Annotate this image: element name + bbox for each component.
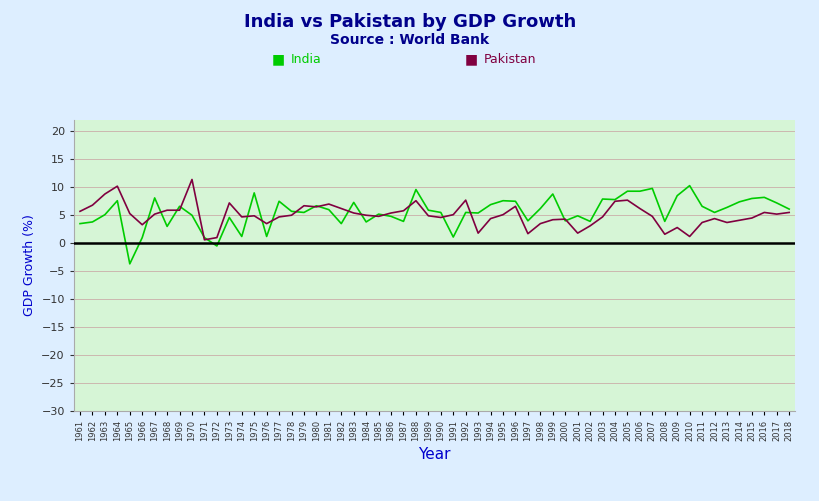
X-axis label: Year: Year (418, 447, 450, 461)
Text: Source : World Bank: Source : World Bank (330, 33, 489, 47)
Text: ■: ■ (464, 53, 477, 67)
Text: Pakistan: Pakistan (483, 53, 536, 66)
Text: ■: ■ (272, 53, 285, 67)
Y-axis label: GDP Growth (%): GDP Growth (%) (23, 214, 36, 317)
Text: India: India (291, 53, 321, 66)
Text: India vs Pakistan by GDP Growth: India vs Pakistan by GDP Growth (243, 13, 576, 31)
